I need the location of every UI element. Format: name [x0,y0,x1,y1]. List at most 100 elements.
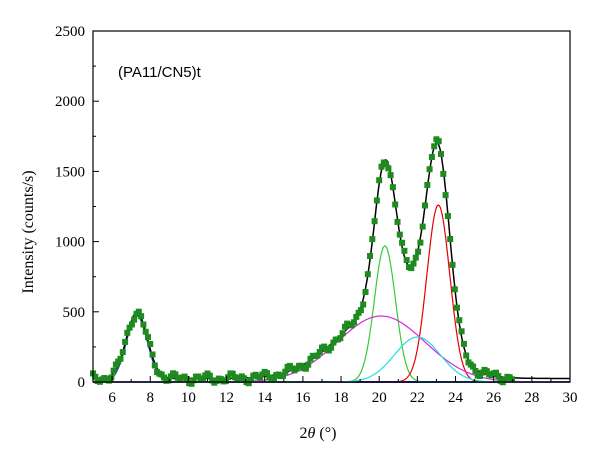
data-point [460,340,467,347]
data-point [483,368,490,375]
x-tick-label: 16 [295,390,311,406]
data-point [339,330,346,337]
data-point [408,265,415,272]
data-point [110,367,117,374]
data-point [376,177,383,184]
data-point [241,375,248,382]
data-point [135,308,142,315]
data-point [378,163,385,170]
data-point [444,213,451,219]
data-point [357,307,364,314]
data-point [369,236,376,243]
data-point [373,197,380,204]
data-point [456,317,463,324]
data-point [428,154,435,160]
data-point [106,377,112,384]
plot-area [90,136,570,387]
data-point [412,254,419,261]
data-point [314,352,321,359]
data-point [328,344,335,351]
data-point [454,304,460,311]
x-tick-label: 12 [219,390,234,406]
y-tick-label: 2500 [55,24,85,40]
data-point [396,231,403,238]
data-point [140,321,147,328]
data-point [419,223,426,230]
x-tick-label: 20 [372,390,387,406]
data-point [440,170,447,177]
data-point [476,373,483,379]
data-point [190,377,197,384]
data-point [495,373,502,380]
data-point [399,239,406,246]
x-tick-label: 18 [334,390,349,406]
x-tick-label: 26 [486,390,502,406]
data-point [145,334,151,341]
data-point [493,369,499,376]
data-point [463,352,470,359]
data-point [128,321,135,328]
data-point [119,349,126,356]
data-point [124,329,131,336]
data-point [282,368,289,375]
data-point [270,375,277,382]
measured-points [90,136,515,387]
x-axis-label: 2θ (°) [300,425,337,442]
data-point [422,202,428,209]
data-point [131,316,138,323]
data-point [470,363,477,370]
data-point [360,301,367,308]
data-point [403,257,410,264]
data-point [188,380,195,387]
data-point [183,376,190,383]
data-point [392,201,399,208]
data-point [126,324,133,331]
x-label-part-theta: θ [308,425,316,442]
data-point [142,328,149,335]
data-point [472,368,479,374]
data-point [108,374,115,381]
data-point [351,319,357,326]
x-tick-label: 24 [448,390,464,406]
data-point [302,365,309,372]
y-tick-label: 500 [63,305,86,321]
data-point [225,374,232,381]
data-point [387,172,394,179]
data-point [415,248,422,255]
x-label-part-unit: (°) [315,425,336,442]
data-point [424,182,431,188]
data-point [417,239,424,246]
data-point [426,166,433,173]
data-point [229,370,236,377]
data-point [389,184,396,191]
y-tick-label: 1000 [55,235,85,251]
data-point [151,362,158,369]
data-point [383,161,390,168]
x-label-part-2: 2 [300,425,308,442]
data-point [509,376,515,383]
data-point [447,236,454,242]
data-point [316,349,323,355]
data-point [371,218,378,225]
x-tick-label: 6 [108,390,116,406]
data-point [353,313,360,320]
data-point [147,341,154,347]
y-tick-label: 2000 [55,94,85,110]
data-point [165,377,172,384]
data-point [117,355,124,362]
x-tick-label: 30 [563,390,578,406]
data-point [222,378,229,385]
data-point [367,253,373,259]
data-point [442,192,449,199]
data-point [122,338,129,345]
data-point [401,247,408,254]
y-tick-label: 0 [78,375,86,391]
fit-component-2 [93,245,570,383]
x-tick-label: 28 [524,390,539,406]
data-point [410,260,417,267]
data-point [138,313,145,320]
data-point [161,374,167,381]
data-point [92,373,99,380]
data-point [305,361,312,368]
